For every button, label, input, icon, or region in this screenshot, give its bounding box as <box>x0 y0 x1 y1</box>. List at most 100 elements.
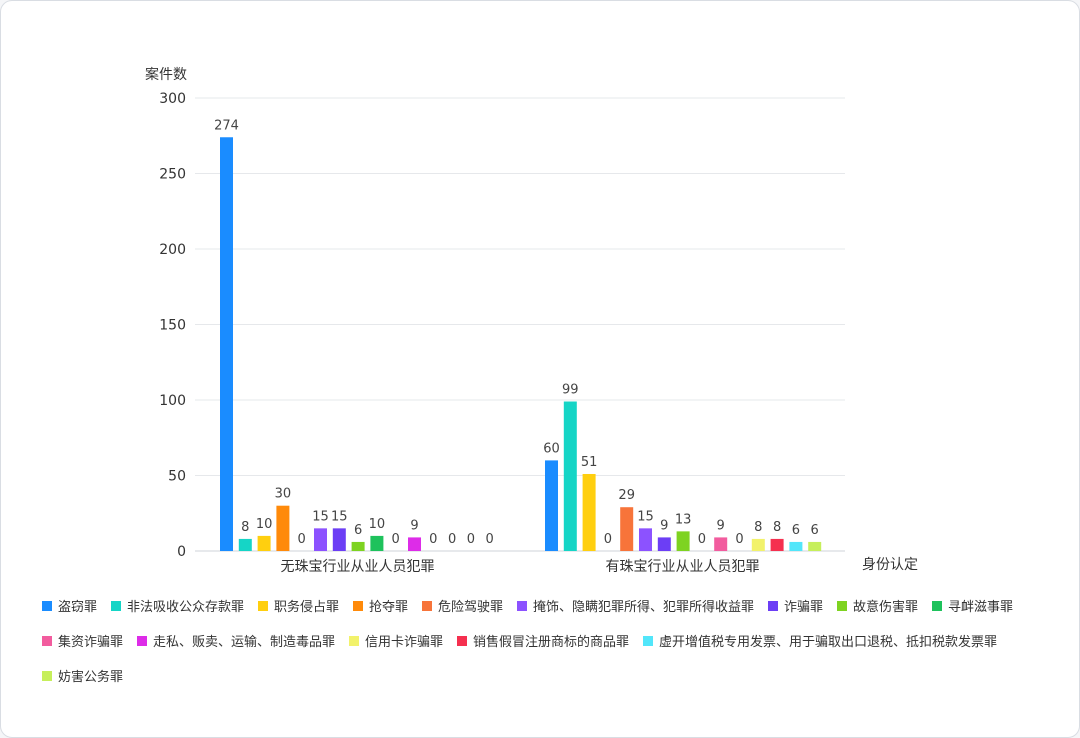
data-label: 0 <box>429 532 437 547</box>
bar <box>582 473 596 551</box>
data-label: 9 <box>717 518 725 533</box>
data-label: 10 <box>369 517 386 532</box>
y-tick-label: 100 <box>159 393 186 409</box>
gridlines <box>195 97 845 552</box>
bar <box>620 507 634 551</box>
bar <box>408 537 421 551</box>
data-label: 8 <box>773 520 781 535</box>
legend-swatch <box>42 636 52 646</box>
legend-label: 销售假冒注册商标的商品罪 <box>473 634 629 650</box>
data-label: 0 <box>486 532 494 547</box>
bar <box>238 538 252 551</box>
x-axis-label: 身份认定 <box>862 557 918 573</box>
bar <box>351 541 365 551</box>
y-axis-label: 案件数 <box>145 66 187 83</box>
bar <box>789 541 803 551</box>
bar <box>676 531 690 551</box>
data-label: 99 <box>562 383 579 398</box>
y-tick-label: 150 <box>159 318 186 334</box>
legend-label: 妨害公务罪 <box>58 669 123 685</box>
bar <box>714 537 728 551</box>
legend-label: 盗窃罪 <box>58 599 97 615</box>
legend-swatch <box>42 671 52 681</box>
x-category-label: 有珠宝行业从业人员犯罪 <box>606 559 760 575</box>
data-label: 0 <box>467 532 475 547</box>
bar <box>657 537 671 551</box>
data-label: 29 <box>618 488 635 503</box>
legend-swatch <box>932 601 942 611</box>
y-tick-label: 300 <box>159 91 186 107</box>
data-label: 8 <box>754 520 762 535</box>
y-tick-label: 250 <box>159 167 186 183</box>
bar <box>370 535 384 551</box>
legend-label: 集资诈骗罪 <box>58 634 123 650</box>
data-label: 8 <box>241 520 249 535</box>
data-label: 15 <box>331 509 348 524</box>
bar <box>751 538 765 551</box>
legend-swatch <box>258 601 268 611</box>
legend-label: 职务侵占罪 <box>274 599 339 615</box>
legend-label: 危险驾驶罪 <box>438 600 503 615</box>
data-label: 30 <box>275 487 292 502</box>
data-label: 13 <box>675 512 692 527</box>
bar <box>314 528 327 551</box>
x-category-labels: 无珠宝行业从业人员犯罪 有珠宝行业从业人员犯罪 <box>281 559 760 575</box>
data-label: 15 <box>637 509 654 524</box>
bars <box>220 137 822 551</box>
legend-label: 抢夺罪 <box>369 599 408 615</box>
bar <box>276 505 290 551</box>
legend-label: 虚开增值税专用发票、用于骗取出口退税、抵扣税款发票罪 <box>659 634 997 650</box>
legend-swatch <box>349 636 359 646</box>
data-label: 6 <box>354 523 362 538</box>
y-tick-label: 0 <box>177 544 186 560</box>
legend-label: 信用卡诈骗罪 <box>365 635 443 650</box>
data-label: 9 <box>660 518 668 533</box>
data-label: 0 <box>448 532 456 547</box>
legend: 盗窃罪 非法吸收公众存款罪 职务侵占罪 抢夺罪 危险驾驶罪 掩饰、隐瞒犯罪所得、犯罪所得收… <box>42 599 1013 685</box>
legend-label: 故意伤害罪 <box>853 599 918 615</box>
legend-label: 寻衅滋事罪 <box>948 600 1013 615</box>
data-label: 6 <box>811 523 819 538</box>
legend-label: 走私、贩卖、运输、制造毒品罪 <box>153 634 335 650</box>
data-label: 60 <box>543 441 560 456</box>
bar <box>808 541 822 551</box>
data-label: 0 <box>392 532 400 547</box>
bar <box>770 538 784 551</box>
legend-swatch <box>137 636 147 646</box>
bar <box>257 535 271 551</box>
legend-swatch <box>42 601 52 611</box>
legend-swatch <box>768 601 778 611</box>
legend-label: 掩饰、隐瞒犯罪所得、犯罪所得收益罪 <box>533 599 754 615</box>
legend-swatch <box>457 636 467 646</box>
data-label: 0 <box>735 532 743 547</box>
y-tick-label: 200 <box>159 242 186 258</box>
legend-label: 诈骗罪 <box>784 600 823 615</box>
legend-swatch <box>643 636 653 646</box>
bar <box>220 137 233 551</box>
data-label: 0 <box>298 532 306 547</box>
y-tick-labels: 0 50 100 150 200 250 300 <box>159 91 186 560</box>
data-label: 0 <box>604 532 612 547</box>
data-label: 0 <box>698 532 706 547</box>
data-label: 51 <box>581 455 598 470</box>
x-category-label: 无珠宝行业从业人员犯罪 <box>281 559 435 575</box>
data-label: 15 <box>312 509 329 524</box>
legend-swatch <box>111 601 121 611</box>
bar <box>545 460 558 551</box>
data-label: 10 <box>256 517 273 532</box>
legend-swatch <box>353 601 363 611</box>
legend-swatch <box>837 601 847 611</box>
data-label: 9 <box>410 518 418 533</box>
y-tick-label: 50 <box>168 469 186 485</box>
legend-label: 非法吸收公众存款罪 <box>127 600 244 615</box>
bar <box>332 528 346 551</box>
legend-swatch <box>422 601 432 611</box>
legend-swatch <box>517 601 527 611</box>
data-label: 6 <box>792 523 800 538</box>
bar <box>639 528 652 551</box>
data-label: 274 <box>214 118 239 133</box>
bar <box>563 401 577 551</box>
